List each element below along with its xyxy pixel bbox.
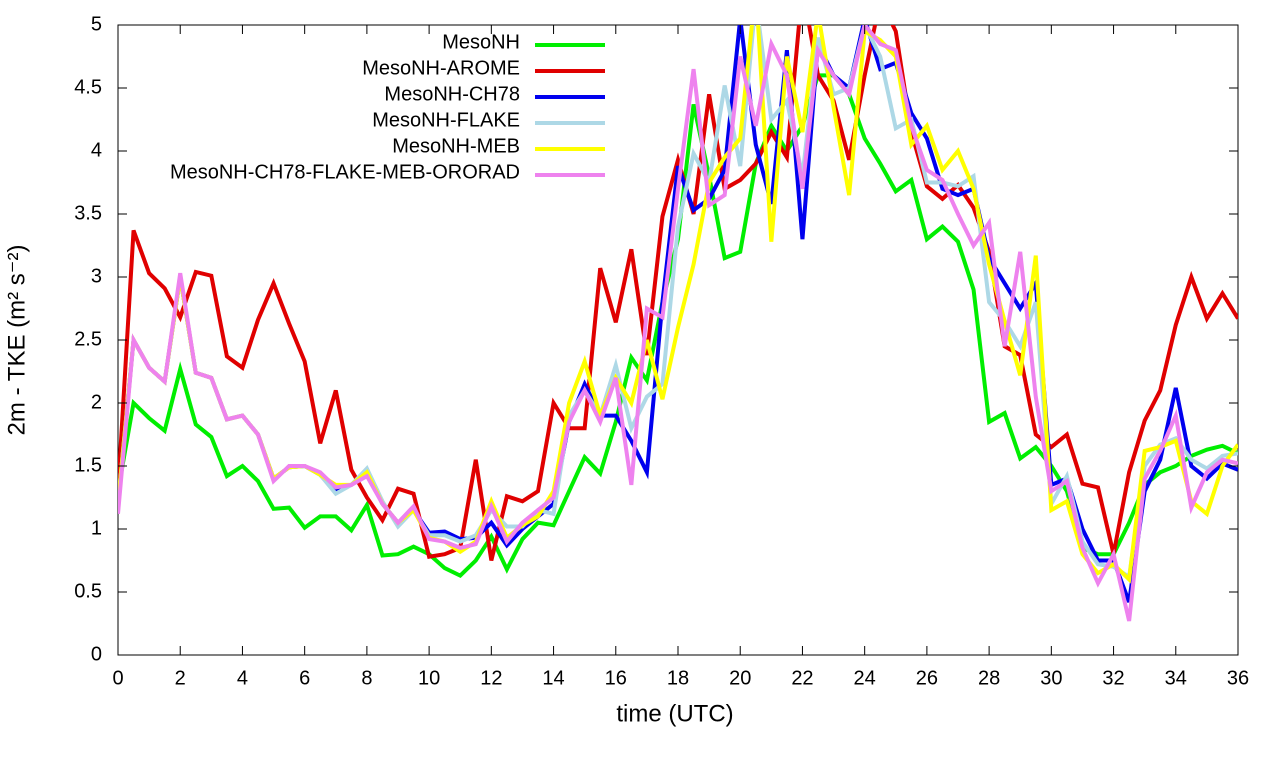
plot-frame [117, 24, 1239, 656]
series-line [118, 25, 1238, 561]
y-tick-label: 0.5 [74, 580, 102, 602]
y-axis-title: 2m - TKE (m² s⁻²) [3, 245, 30, 436]
x-tick-label: 2 [175, 667, 186, 689]
x-tick-label: 24 [854, 667, 876, 689]
x-tick-label: 18 [667, 667, 689, 689]
legend-label: MesoNH-CH78-FLAKE-MEB-ORORAD [170, 161, 520, 183]
x-tick-label: 4 [237, 667, 248, 689]
x-tick-label: 8 [361, 667, 372, 689]
legend-label: MesoNH-AROME [362, 57, 520, 79]
y-tick-label: 3 [91, 265, 102, 287]
x-tick-label: 0 [112, 667, 123, 689]
plot-lines [118, 25, 1238, 622]
x-tick-label: 32 [1102, 667, 1124, 689]
x-tick-label: 12 [480, 667, 502, 689]
x-tick-label: 36 [1227, 667, 1249, 689]
y-tick-label: 4.5 [74, 76, 102, 98]
legend-label: MesoNH-MEB [392, 135, 520, 157]
x-axis-title: time (UTC) [616, 700, 733, 727]
x-tick-label: 22 [791, 667, 813, 689]
y-tick-label: 4 [91, 139, 102, 161]
y-tick-label: 5 [91, 13, 102, 35]
y-tick-label: 1.5 [74, 454, 102, 476]
x-tick-label: 34 [1165, 667, 1187, 689]
y-tick-label: 2.5 [74, 328, 102, 350]
x-tick-label: 10 [418, 667, 440, 689]
legend-label: MesoNH [442, 31, 520, 53]
x-tick-label: 28 [978, 667, 1000, 689]
legend-label: MesoNH-FLAKE [372, 109, 520, 131]
x-tick-label: 30 [1040, 667, 1062, 689]
y-tick-label: 2 [91, 391, 102, 413]
series-line [118, 25, 1238, 622]
x-tick-label: 6 [299, 667, 310, 689]
x-tick-label: 14 [542, 667, 564, 689]
x-tick-label: 20 [729, 667, 751, 689]
y-tick-label: 1 [91, 517, 102, 539]
legend-label: MesoNH-CH78 [384, 83, 520, 105]
y-tick-label: 3.5 [74, 202, 102, 224]
x-tick-label: 16 [605, 667, 627, 689]
x-tick-label: 26 [916, 667, 938, 689]
y-tick-label: 0 [91, 643, 102, 665]
